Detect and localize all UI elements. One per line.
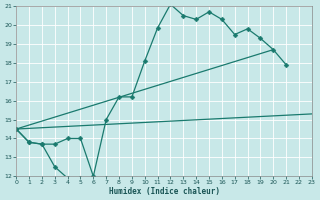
X-axis label: Humidex (Indice chaleur): Humidex (Indice chaleur) bbox=[108, 187, 220, 196]
